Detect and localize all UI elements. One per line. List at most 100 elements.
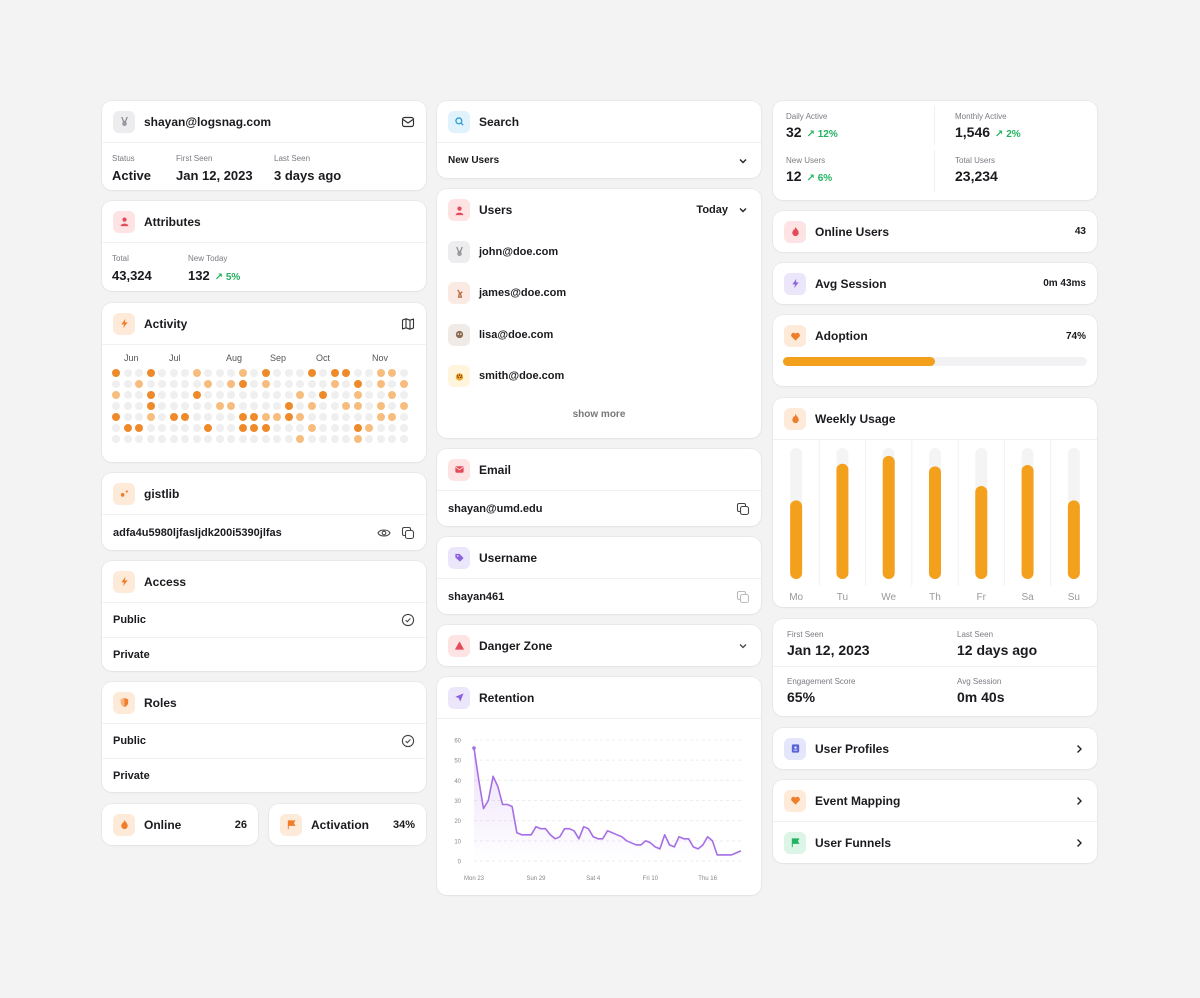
activity-cell xyxy=(261,380,270,388)
activity-cell xyxy=(215,380,224,388)
activity-cell xyxy=(261,413,270,421)
bolt-icon xyxy=(113,312,135,335)
activity-cell xyxy=(215,424,224,432)
copy-icon[interactable] xyxy=(401,526,415,540)
activity-title: Activity xyxy=(144,316,188,331)
copy-icon[interactable] xyxy=(736,590,750,604)
activity-cell xyxy=(250,402,258,410)
show-more-link[interactable]: show more xyxy=(572,409,626,420)
daily-active-delta: ↗ 12% xyxy=(806,129,838,140)
profile-email: shayan@logsnag.com xyxy=(144,114,272,129)
danger-zone-title: Danger Zone xyxy=(479,638,553,653)
user-profiles-card[interactable]: User Profiles xyxy=(773,728,1097,769)
avatar xyxy=(113,110,135,133)
activity-cell xyxy=(181,413,189,421)
activity-cell xyxy=(365,413,373,421)
activation-card: Activation 34% xyxy=(269,804,426,845)
last-seen-label: Last Seen xyxy=(274,154,311,163)
search-input[interactable]: Search xyxy=(479,114,520,129)
chevron-down-icon[interactable] xyxy=(736,203,750,217)
summary-avg-session-value: 0m 40s xyxy=(957,689,1005,705)
activity-cell xyxy=(284,402,293,410)
activity-cell xyxy=(342,391,350,399)
activity-cell xyxy=(146,391,155,399)
activity-cell xyxy=(169,424,178,432)
month-label: Sep xyxy=(270,353,287,363)
activity-cell xyxy=(227,435,235,443)
event-mapping-item[interactable]: Event Mapping xyxy=(773,780,1097,822)
id-card-icon xyxy=(784,737,806,760)
list-item[interactable]: smith@doe.com xyxy=(437,356,761,398)
activity-cell xyxy=(215,391,224,399)
activity-cell xyxy=(273,413,281,421)
activity-cell xyxy=(181,369,189,377)
activity-cell xyxy=(192,369,201,377)
eye-icon[interactable] xyxy=(377,526,391,540)
day-label: Th xyxy=(929,592,941,603)
summary-last-seen-label: Last Seen xyxy=(957,630,994,639)
activity-cell xyxy=(342,369,350,377)
list-item[interactable]: john@doe.com xyxy=(437,231,761,273)
activity-cell xyxy=(146,380,155,388)
profile-header: shayan@logsnag.com xyxy=(102,101,426,143)
roles-option-public[interactable]: Public xyxy=(102,724,426,758)
daily-active-label: Daily Active xyxy=(786,112,828,121)
activity-cell xyxy=(319,424,327,432)
filter-label: New Users xyxy=(448,155,500,166)
weekly-usage-title: Weekly Usage xyxy=(815,411,896,426)
activity-cell xyxy=(307,369,316,377)
activity-cell xyxy=(342,424,350,432)
new-users-dropdown[interactable]: New Users xyxy=(437,143,761,178)
activity-cell xyxy=(399,435,408,443)
activity-cell xyxy=(192,413,201,421)
roles-option-private[interactable]: Private xyxy=(102,758,426,792)
tiger-avatar-icon xyxy=(448,365,470,388)
x-tick-label: Sat 4 xyxy=(586,876,601,882)
mail-icon[interactable] xyxy=(401,115,415,129)
activity-cell xyxy=(158,413,166,421)
activity-cell xyxy=(238,413,247,421)
chevron-down-icon[interactable] xyxy=(736,639,750,653)
search-card: Search New Users xyxy=(437,101,761,178)
map-icon[interactable] xyxy=(401,317,415,331)
user-icon xyxy=(448,199,470,221)
list-item[interactable]: lisa@doe.com xyxy=(437,314,761,356)
usage-bar xyxy=(1021,465,1034,579)
attributes-card: Attributes Total 43,324 New Today 132 ↗ … xyxy=(102,201,426,291)
flag-icon xyxy=(280,813,302,836)
activity-cell xyxy=(388,424,396,432)
activity-cell xyxy=(388,369,396,377)
daily-active-block: Daily Active 32 ↗ 12% xyxy=(773,106,935,145)
activity-cell xyxy=(204,424,212,432)
activity-cell xyxy=(112,391,120,399)
summary-avg-session: Avg Session 0m 40s xyxy=(943,667,1004,716)
copy-icon[interactable] xyxy=(736,502,750,516)
access-option-private[interactable]: Private xyxy=(102,637,426,671)
activity-cell xyxy=(250,435,258,443)
flame-icon xyxy=(784,220,806,243)
activity-cell xyxy=(181,380,189,388)
activity-cell xyxy=(307,413,316,421)
access-option-public[interactable]: Public xyxy=(102,603,426,637)
users-range[interactable]: Today xyxy=(696,204,728,216)
adoption-value: 74% xyxy=(1065,330,1086,342)
users-header: Users Today xyxy=(437,189,761,231)
event-mapping-label: Event Mapping xyxy=(815,793,901,808)
activity-cell xyxy=(388,413,396,421)
activity-cell xyxy=(388,435,396,443)
list-item[interactable]: james@doe.com xyxy=(437,273,761,315)
retention-line xyxy=(473,747,742,856)
search-field[interactable]: Search xyxy=(437,101,761,143)
username-card: Username shayan461 xyxy=(437,537,761,614)
danger-zone-card[interactable]: Danger Zone xyxy=(437,625,761,666)
monthly-active-block: Monthly Active 1,546 ↗ 2% xyxy=(935,106,1021,145)
activity-cell xyxy=(273,402,281,410)
activity-cell xyxy=(296,369,304,377)
activation-label: Activation xyxy=(311,817,370,832)
activity-cell xyxy=(192,380,201,388)
flame-icon xyxy=(784,407,806,430)
user-funnels-item[interactable]: User Funnels xyxy=(773,822,1097,863)
online-users-label: Online Users xyxy=(815,224,890,239)
activity-cell xyxy=(250,391,258,399)
day-label: Fr xyxy=(977,592,987,603)
